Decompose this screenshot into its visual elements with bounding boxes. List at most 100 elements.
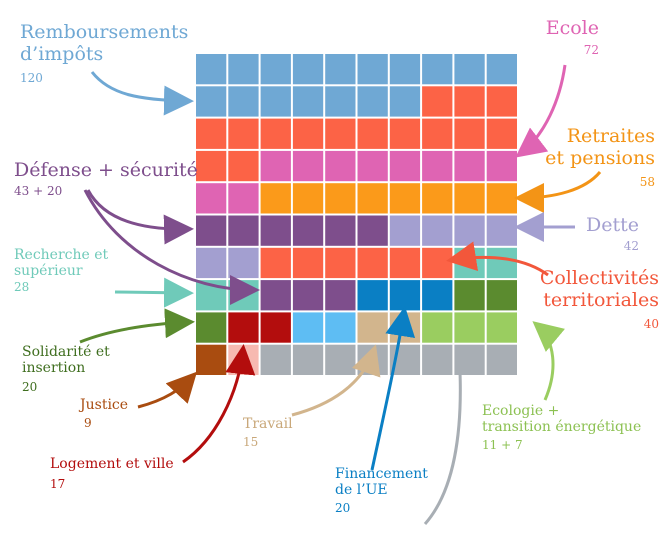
label-retraites-line1: Retraites [566,125,655,147]
waffle-cell-eco [454,312,485,343]
waffle-cell-dette [454,215,485,246]
waffle-cell-grey [260,344,291,375]
waffle-cell-coll [325,118,356,149]
waffle-cell-coll [325,247,356,279]
waffle-cell-remb [389,86,421,117]
waffle-cell-remb [292,54,324,85]
waffle-cell-retr [422,183,453,214]
arrow-collectivites [446,241,549,277]
waffle-cell-coll [357,247,388,279]
arrow-justice [137,371,198,409]
label-remboursements: Remboursements d’impôts 120 [20,21,189,85]
label-solidarite: Solidarité et insertion 20 [22,344,110,395]
waffle-cell-ecole [454,150,485,182]
arrow-retraites [514,171,602,213]
label-justice-title: Justice [80,397,129,413]
waffle-cell-remb [454,54,485,85]
waffle-cell-def [292,215,324,246]
label-travail-title: Travail [243,416,293,432]
waffle-cell-remb [196,86,227,117]
waffle-cell-retr [454,183,485,214]
waffle-cell-dette [228,247,259,279]
waffle-cell-coll [422,86,453,117]
waffle-cell-remb [228,54,259,85]
waffle-cell-logt [228,312,259,343]
value-remboursements: 120 [20,70,43,85]
waffle-cell-def [196,215,227,246]
waffle-cell-justice [196,344,227,375]
value-retraites: 58 [639,174,655,189]
arrow-recherche [114,277,194,308]
waffle-cell-solid [486,280,517,311]
waffle-cell-solid [454,280,485,311]
waffle-cell-coll [196,118,227,149]
value-dette: 42 [623,238,639,253]
arrow-solidarite [79,308,195,344]
waffle-cells [196,54,517,375]
line-grey [423,371,462,525]
waffle-cell-def [292,280,324,311]
label-dette-title: Dette [586,214,639,236]
waffle-cell-coll [422,118,453,149]
waffle-cell-remb [422,54,453,85]
waffle-cell-logt [260,312,291,343]
label-solidarite-line1: Solidarité et [22,344,110,360]
waffle-cell-def [228,215,259,246]
waffle-cell-retr [260,183,291,214]
waffle-cell-remb [486,54,517,85]
waffle-cell-grey [486,344,517,375]
label-remboursements-line1: Remboursements [20,21,189,43]
label-recherche-line2: supérieur [14,263,83,280]
arrow-defense-1 [86,189,194,245]
waffle-cell-remb [292,86,324,117]
value-solidarite: 20 [22,380,38,395]
arrow-ecole [515,64,567,158]
label-collectivites-line2: territoriales [543,288,659,311]
waffle-cell-ecole [357,150,388,182]
waffle-cell-coll [228,150,259,182]
waffle-cell-retr [292,183,324,214]
waffle-cell-coll [454,86,485,117]
waffle-cell-def [325,215,356,246]
waffle-cell-travail [389,312,421,343]
waffle-cell-def [260,215,291,246]
value-defense: 43 + 20 [14,183,63,198]
waffle-cell-remb [260,54,291,85]
waffle-cell-remb [325,86,356,117]
waffle-cell-ecole [325,150,356,182]
label-recherche-line1: Recherche et [14,247,109,263]
value-ecole: 72 [583,42,599,57]
waffle-cell-coll [389,118,421,149]
value-financement-ue: 20 [335,501,351,516]
waffle-cell-coll [389,247,421,279]
waffle-cell-ecole [260,150,291,182]
label-financement-ue-line1: Financement [335,466,428,482]
waffle-cell-remb [357,54,388,85]
arrow-logement [182,344,256,464]
label-logement-title: Logement et ville [50,456,174,472]
arrow-travail [291,344,381,417]
waffle-cell-coll [486,118,517,149]
waffle-cell-retr [357,183,388,214]
waffle-cell-ue [357,280,388,311]
waffle-cell-coll [292,118,324,149]
waffle-cell-solid [196,312,227,343]
waffle-cell-dette [486,215,517,246]
waffle-cell-grey [422,344,453,375]
waffle-cell-remb [325,54,356,85]
label-financement-ue-line2: de l’UE [335,482,388,499]
label-ecologie-line2: transition énergétique [482,419,642,436]
waffle-cell-coll [357,118,388,149]
arrow-remboursements [90,71,194,116]
waffle-cell-retr [325,183,356,214]
arrow-ue [370,306,416,471]
waffle-cell-coll [228,118,259,149]
waffle-cell-ecole [422,150,453,182]
waffle-cell-eco [486,312,517,343]
waffle-cell-coll [260,247,291,279]
waffle-cell-retr [389,183,421,214]
label-remboursements-line2: d’impôts [20,42,104,65]
waffle-cell-rech [228,280,259,311]
waffle-cell-dette [422,215,453,246]
